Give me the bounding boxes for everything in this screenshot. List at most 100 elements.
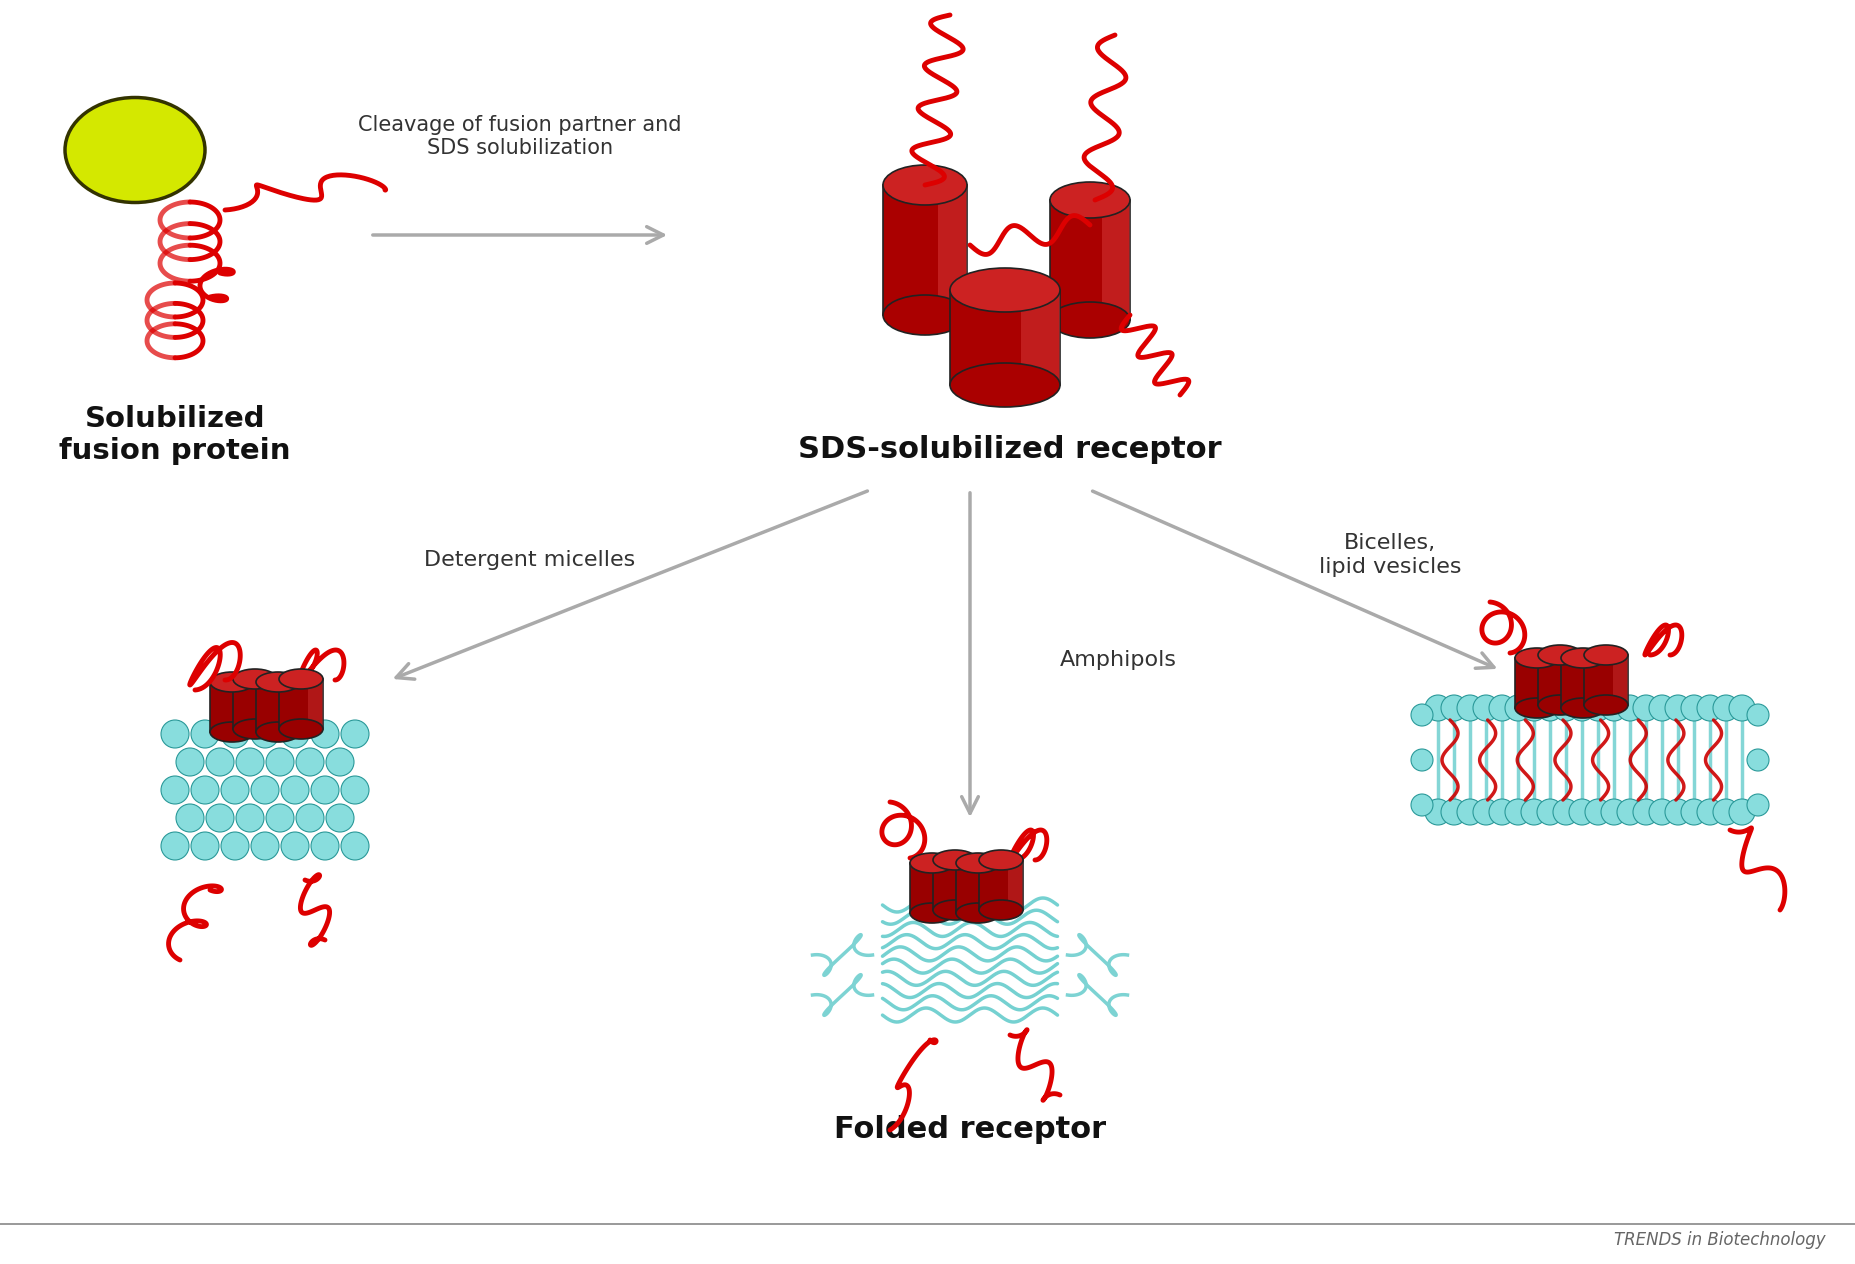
Ellipse shape [1582, 645, 1627, 665]
Polygon shape [983, 863, 1000, 913]
Text: Folded receptor: Folded receptor [833, 1115, 1106, 1144]
Circle shape [1410, 704, 1432, 726]
Circle shape [1664, 799, 1690, 825]
Circle shape [312, 720, 339, 748]
Polygon shape [262, 679, 276, 729]
Circle shape [312, 776, 339, 804]
Circle shape [1439, 695, 1465, 720]
Ellipse shape [234, 719, 276, 739]
Circle shape [1681, 695, 1707, 720]
Circle shape [1712, 799, 1738, 825]
Circle shape [341, 720, 369, 748]
Polygon shape [909, 863, 953, 913]
Circle shape [1695, 799, 1721, 825]
Ellipse shape [1514, 698, 1558, 718]
Circle shape [1473, 695, 1499, 720]
Ellipse shape [1582, 695, 1627, 715]
Circle shape [221, 720, 249, 748]
Polygon shape [939, 863, 953, 913]
Circle shape [1746, 750, 1768, 771]
Circle shape [1456, 799, 1482, 825]
Circle shape [1647, 799, 1673, 825]
Circle shape [1567, 799, 1593, 825]
Ellipse shape [883, 295, 966, 335]
Circle shape [1584, 695, 1610, 720]
Circle shape [1553, 799, 1579, 825]
Ellipse shape [210, 672, 254, 691]
Circle shape [161, 776, 189, 804]
Polygon shape [883, 185, 966, 315]
Circle shape [206, 748, 234, 776]
Ellipse shape [955, 902, 1000, 923]
Ellipse shape [909, 902, 953, 923]
Polygon shape [1538, 655, 1580, 705]
Polygon shape [1543, 659, 1558, 708]
Circle shape [295, 804, 325, 832]
Circle shape [1632, 799, 1658, 825]
Circle shape [312, 832, 339, 860]
Circle shape [236, 748, 263, 776]
Ellipse shape [1538, 645, 1580, 665]
Polygon shape [278, 679, 323, 729]
Circle shape [1632, 695, 1658, 720]
Circle shape [1488, 695, 1514, 720]
Circle shape [221, 776, 249, 804]
Circle shape [280, 776, 308, 804]
Circle shape [1425, 799, 1451, 825]
Ellipse shape [65, 97, 204, 202]
Circle shape [1488, 799, 1514, 825]
Circle shape [250, 832, 278, 860]
Circle shape [161, 832, 189, 860]
Circle shape [341, 832, 369, 860]
Circle shape [1647, 695, 1673, 720]
Circle shape [1616, 799, 1642, 825]
Text: Amphipols: Amphipols [1059, 650, 1176, 670]
Polygon shape [937, 185, 966, 315]
Ellipse shape [1538, 695, 1580, 715]
Polygon shape [1566, 655, 1580, 705]
Circle shape [161, 720, 189, 748]
Ellipse shape [1050, 302, 1130, 337]
Circle shape [1536, 799, 1562, 825]
Polygon shape [933, 860, 976, 910]
Text: Cleavage of fusion partner and
SDS solubilization: Cleavage of fusion partner and SDS solub… [358, 115, 681, 158]
Ellipse shape [950, 363, 1059, 407]
Circle shape [1567, 695, 1593, 720]
Circle shape [221, 832, 249, 860]
Polygon shape [1007, 860, 1022, 910]
Ellipse shape [978, 900, 1022, 920]
Ellipse shape [278, 669, 323, 689]
Circle shape [191, 776, 219, 804]
Circle shape [176, 748, 204, 776]
Ellipse shape [1050, 182, 1130, 217]
Circle shape [1712, 695, 1738, 720]
Ellipse shape [955, 853, 1000, 873]
Circle shape [1601, 799, 1627, 825]
Text: Bicelles,
lipid vesicles: Bicelles, lipid vesicles [1319, 533, 1460, 576]
Circle shape [191, 832, 219, 860]
Polygon shape [955, 863, 1000, 913]
Circle shape [1473, 799, 1499, 825]
Polygon shape [1020, 289, 1059, 386]
Circle shape [295, 748, 325, 776]
Text: TRENDS in Biotechnology: TRENDS in Biotechnology [1614, 1231, 1825, 1249]
Text: Solubilized
fusion protein: Solubilized fusion protein [59, 404, 291, 465]
Ellipse shape [234, 669, 276, 689]
Circle shape [176, 804, 204, 832]
Ellipse shape [1514, 648, 1558, 667]
Circle shape [280, 832, 308, 860]
Circle shape [265, 748, 293, 776]
Polygon shape [234, 679, 276, 729]
Circle shape [1601, 695, 1627, 720]
Polygon shape [1102, 200, 1130, 320]
Polygon shape [210, 683, 254, 732]
Circle shape [250, 720, 278, 748]
Polygon shape [1514, 659, 1558, 708]
Circle shape [1616, 695, 1642, 720]
Circle shape [1664, 695, 1690, 720]
Text: SDS-solubilized receptor: SDS-solubilized receptor [798, 435, 1221, 464]
Circle shape [1729, 799, 1755, 825]
Polygon shape [1588, 659, 1605, 708]
Polygon shape [978, 860, 1022, 910]
Circle shape [1521, 799, 1547, 825]
